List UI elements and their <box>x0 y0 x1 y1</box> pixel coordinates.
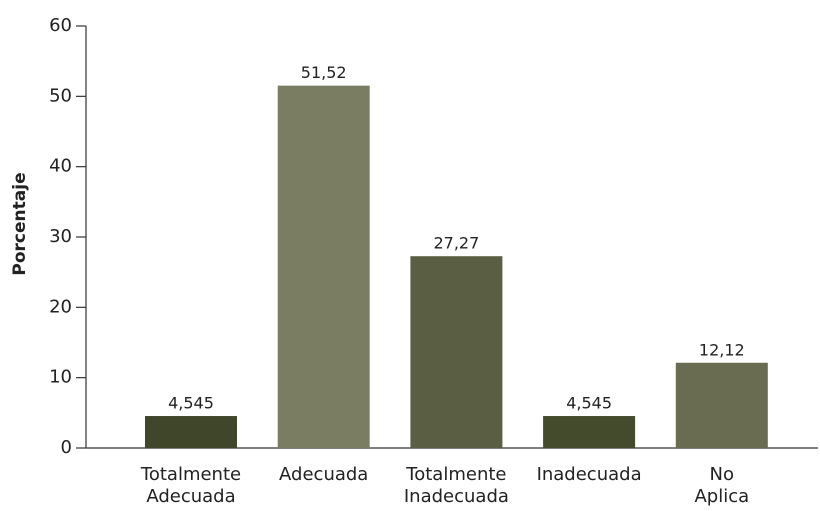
bar <box>145 416 237 448</box>
y-tick-label: 40 <box>49 156 72 177</box>
x-tick-label: Totalmente Inadecuada <box>404 464 509 507</box>
data-label: 51,52 <box>301 63 347 82</box>
x-tick-label: Adecuada <box>279 464 368 485</box>
data-label: 4,545 <box>566 394 612 413</box>
y-tick-label: 30 <box>49 226 72 247</box>
y-tick-label: 50 <box>49 85 72 106</box>
bar <box>675 362 768 448</box>
y-tick-label: 60 <box>49 15 72 36</box>
bar <box>277 85 370 448</box>
y-tick-label: 20 <box>49 296 72 317</box>
data-label: 27,27 <box>433 234 479 253</box>
y-tick-label: 10 <box>49 367 72 388</box>
x-tick-label: No Aplica <box>694 464 749 507</box>
bar <box>543 416 636 448</box>
bar <box>410 256 503 448</box>
y-axis-label: Porcentaje <box>10 172 30 275</box>
x-tick-label: Totalmente Adecuada <box>140 464 241 507</box>
y-tick-label: 0 <box>61 437 72 458</box>
x-tick-label: Inadecuada <box>537 464 642 485</box>
data-label: 4,545 <box>168 394 214 413</box>
data-label: 12,12 <box>699 340 745 359</box>
